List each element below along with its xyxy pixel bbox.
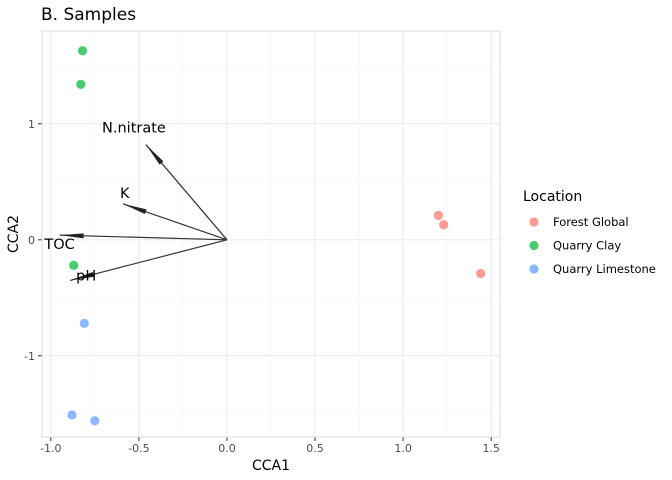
x-tick-label: -1.0 — [40, 442, 61, 455]
data-point — [476, 268, 486, 279]
data-point — [67, 410, 77, 420]
y-tick-label: 0 — [28, 234, 35, 247]
legend-key — [529, 264, 539, 274]
vector-arrowhead — [145, 144, 164, 165]
vector-label: TOC — [43, 237, 74, 253]
x-tick-label: 1.0 — [394, 442, 412, 455]
data-point — [69, 260, 79, 270]
vector-label: N.nitrate — [102, 121, 166, 137]
data-point — [76, 79, 86, 89]
legend-label: Quarry Limestone — [553, 262, 656, 276]
x-tick-label: -0.5 — [128, 442, 149, 455]
x-axis-title: CCA1 — [252, 458, 290, 474]
legend-label: Quarry Clay — [553, 239, 621, 253]
vector-label: pH — [76, 268, 96, 284]
chart-title: B. Samples — [41, 5, 136, 25]
legend-key — [529, 217, 539, 227]
legend-label: Forest Global — [553, 215, 629, 229]
data-point — [90, 416, 100, 426]
data-point — [77, 46, 88, 56]
legend: Location Forest Global Quarry Clay Quarry … — [523, 189, 656, 276]
legend-title: Location — [523, 189, 582, 205]
data-point — [439, 220, 449, 230]
vector-line — [59, 234, 227, 241]
legend-key — [529, 240, 539, 251]
data-point — [79, 318, 89, 328]
data-point — [433, 210, 443, 221]
y-tick-label: 1 — [28, 118, 35, 131]
vector-arrowhead — [59, 233, 84, 239]
x-tick-label: 0.5 — [306, 442, 324, 455]
y-axis-title: CCA2 — [6, 215, 22, 253]
x-tick-label: 0.0 — [218, 442, 236, 455]
plot-panel — [38, 30, 501, 441]
y-tick-label: -1 — [24, 350, 35, 363]
x-tick-label: 1.5 — [482, 442, 500, 455]
vector-line — [70, 239, 228, 281]
vector-arrowhead — [70, 271, 95, 281]
vector-arrowhead — [123, 203, 147, 215]
panel-border — [41, 30, 501, 438]
vector-label: K — [120, 186, 130, 202]
